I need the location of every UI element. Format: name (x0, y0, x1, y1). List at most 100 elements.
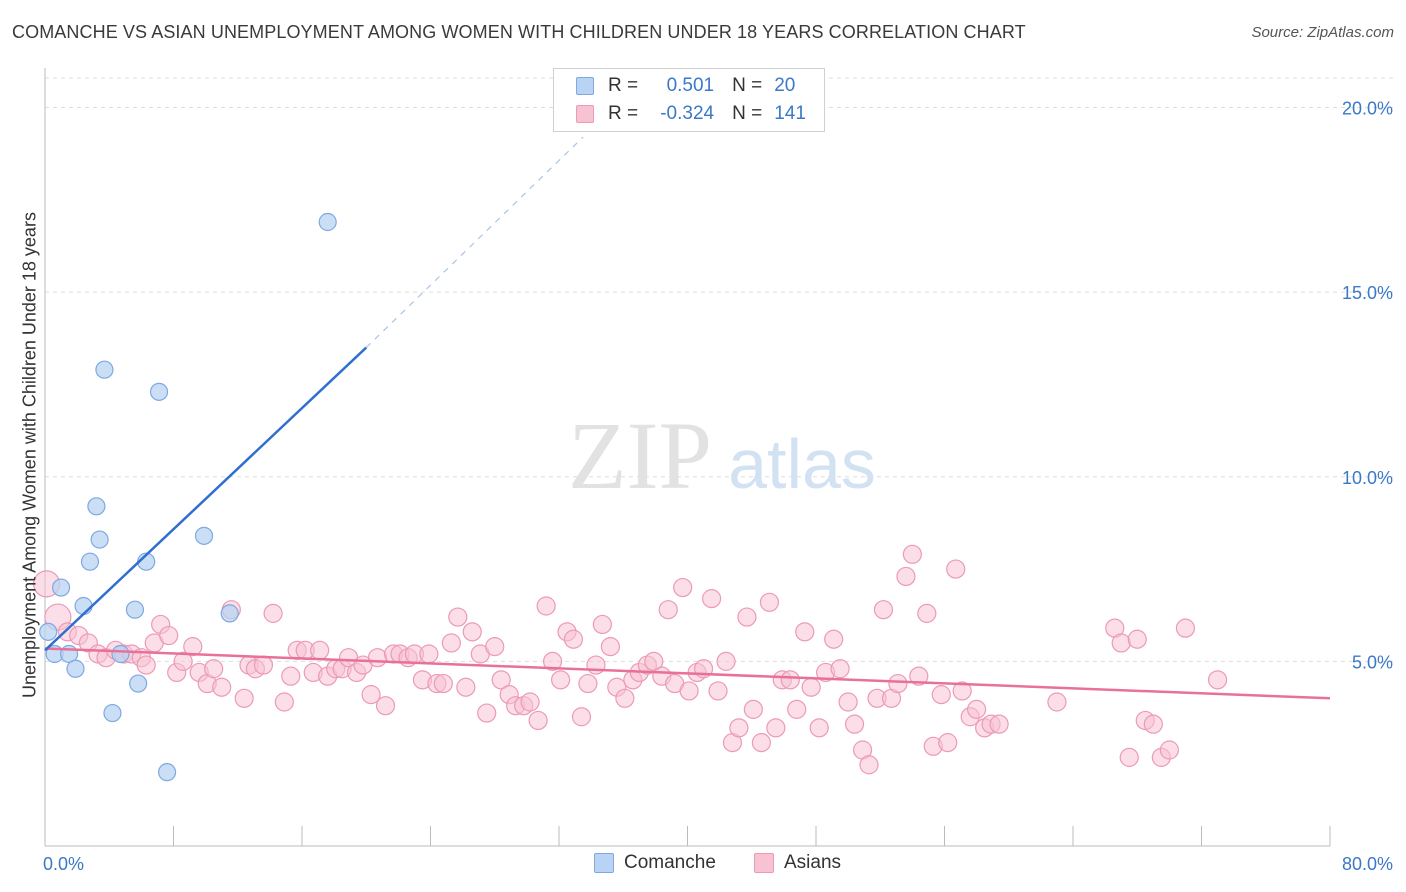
comanche-point (318, 212, 337, 232)
asians-point (938, 733, 958, 753)
asians-point (1159, 740, 1179, 760)
asians-point (896, 566, 916, 587)
asians-point (701, 589, 722, 609)
comanche-point (149, 382, 169, 401)
asians-point (809, 718, 829, 738)
asians-point (931, 685, 951, 705)
legend-n-value: 141 (774, 103, 806, 124)
asians-point (536, 596, 556, 616)
comanche-trend-line (44, 346, 368, 652)
source-label: Source: ZipAtlas.com (1251, 24, 1394, 41)
asians-point (578, 673, 598, 694)
asians-point (375, 696, 396, 716)
asians-point (830, 659, 850, 679)
bottom-legend-asians: Asians (754, 852, 841, 874)
comanche-point (90, 530, 109, 549)
asians-point (448, 607, 468, 627)
asians-point (708, 681, 728, 701)
asians-point (1127, 629, 1147, 649)
y-tick-label: 20.0% (1342, 99, 1393, 119)
asians-point (136, 655, 156, 675)
asians-point (946, 559, 966, 579)
asians-point (1175, 618, 1196, 638)
bottom-legend-comanche: Comanche (594, 852, 716, 874)
legend-row-asians: R = -0.324 N = 141 (576, 103, 806, 125)
asians-point (909, 666, 929, 686)
comanche-point (111, 644, 130, 664)
comanche-point (66, 659, 85, 678)
bottom-legend-label: Comanche (624, 852, 716, 873)
watermark: ZIP atlas (568, 402, 876, 509)
watermark-zip: ZIP (568, 402, 712, 509)
correlation-legend: R = 0.501 N = 20 R = -0.324 N = 141 (553, 68, 825, 132)
legend-r-label: R = (608, 75, 639, 96)
asians-point (212, 677, 232, 697)
grid-lines (45, 77, 1395, 662)
asians-point (462, 622, 482, 642)
asians-point (528, 710, 548, 731)
asians-point (902, 544, 922, 564)
asians-point (542, 651, 563, 671)
y-tick-label: 5.0% (1352, 652, 1393, 672)
asians-point (917, 603, 937, 623)
asians-point (592, 614, 612, 635)
comanche-point (51, 578, 71, 597)
legend-r-label: R = (608, 103, 639, 124)
asians-point (485, 637, 505, 657)
legend-n-label: N = (732, 75, 763, 96)
comanche-point (194, 526, 214, 545)
comanche-point (80, 552, 100, 571)
asians-point (159, 625, 179, 646)
tick-labels: 5.0% 10.0% 15.0% 20.0% 0.0% 80.0% (43, 99, 1393, 874)
axes (44, 68, 1331, 847)
legend-r-value: -0.324 (660, 103, 715, 124)
legend-n-label: N = (732, 103, 763, 124)
asians-point (844, 714, 865, 734)
asians-point (253, 655, 274, 675)
comanche-point (39, 622, 58, 641)
comanche-points (39, 212, 337, 782)
asians-point (658, 600, 678, 620)
asians-point (801, 677, 821, 697)
asians-point (204, 659, 224, 679)
asians-point (824, 629, 844, 649)
asians-point (888, 673, 908, 694)
y-tick-label: 10.0% (1342, 468, 1393, 488)
asians-point (615, 688, 635, 708)
asians-point (838, 692, 858, 712)
asians-point (751, 733, 771, 753)
asians-point (551, 670, 571, 690)
asians-point (737, 607, 757, 627)
asians-point (729, 718, 749, 738)
asians-point (952, 681, 972, 701)
asians-point (361, 685, 381, 705)
asians-point (644, 651, 664, 671)
asians-point (563, 629, 584, 649)
chart-title: COMANCHE VS ASIAN UNEMPLOYMENT AMONG WOM… (12, 22, 1026, 42)
asians-points (33, 544, 1228, 775)
asians-point (520, 692, 540, 712)
watermark-atlas: atlas (728, 425, 876, 503)
asians-point (491, 670, 511, 690)
trend-lines (44, 136, 1331, 700)
asians-point (1111, 633, 1131, 653)
asians-point (234, 688, 254, 708)
x-tick-label: 80.0% (1342, 854, 1393, 874)
asians-point (795, 622, 815, 642)
asians-point (441, 633, 461, 653)
bottom-legend-label: Asians (784, 852, 842, 873)
comanche-point (157, 763, 177, 782)
y-tick-label: 15.0% (1342, 283, 1393, 303)
y-axis-label: Unemployment Among Women with Children U… (19, 212, 40, 698)
asians-point (743, 699, 763, 719)
asians-swatch (576, 105, 594, 123)
asians-point (766, 718, 786, 738)
asians-point (967, 699, 987, 719)
legend-row-comanche: R = 0.501 N = 20 (576, 75, 795, 97)
asians-point (1207, 670, 1228, 690)
asians-point (274, 692, 294, 712)
comanche-point (95, 360, 114, 379)
asians-point (780, 670, 800, 690)
asians-point (263, 603, 283, 623)
asians-point (310, 640, 330, 660)
